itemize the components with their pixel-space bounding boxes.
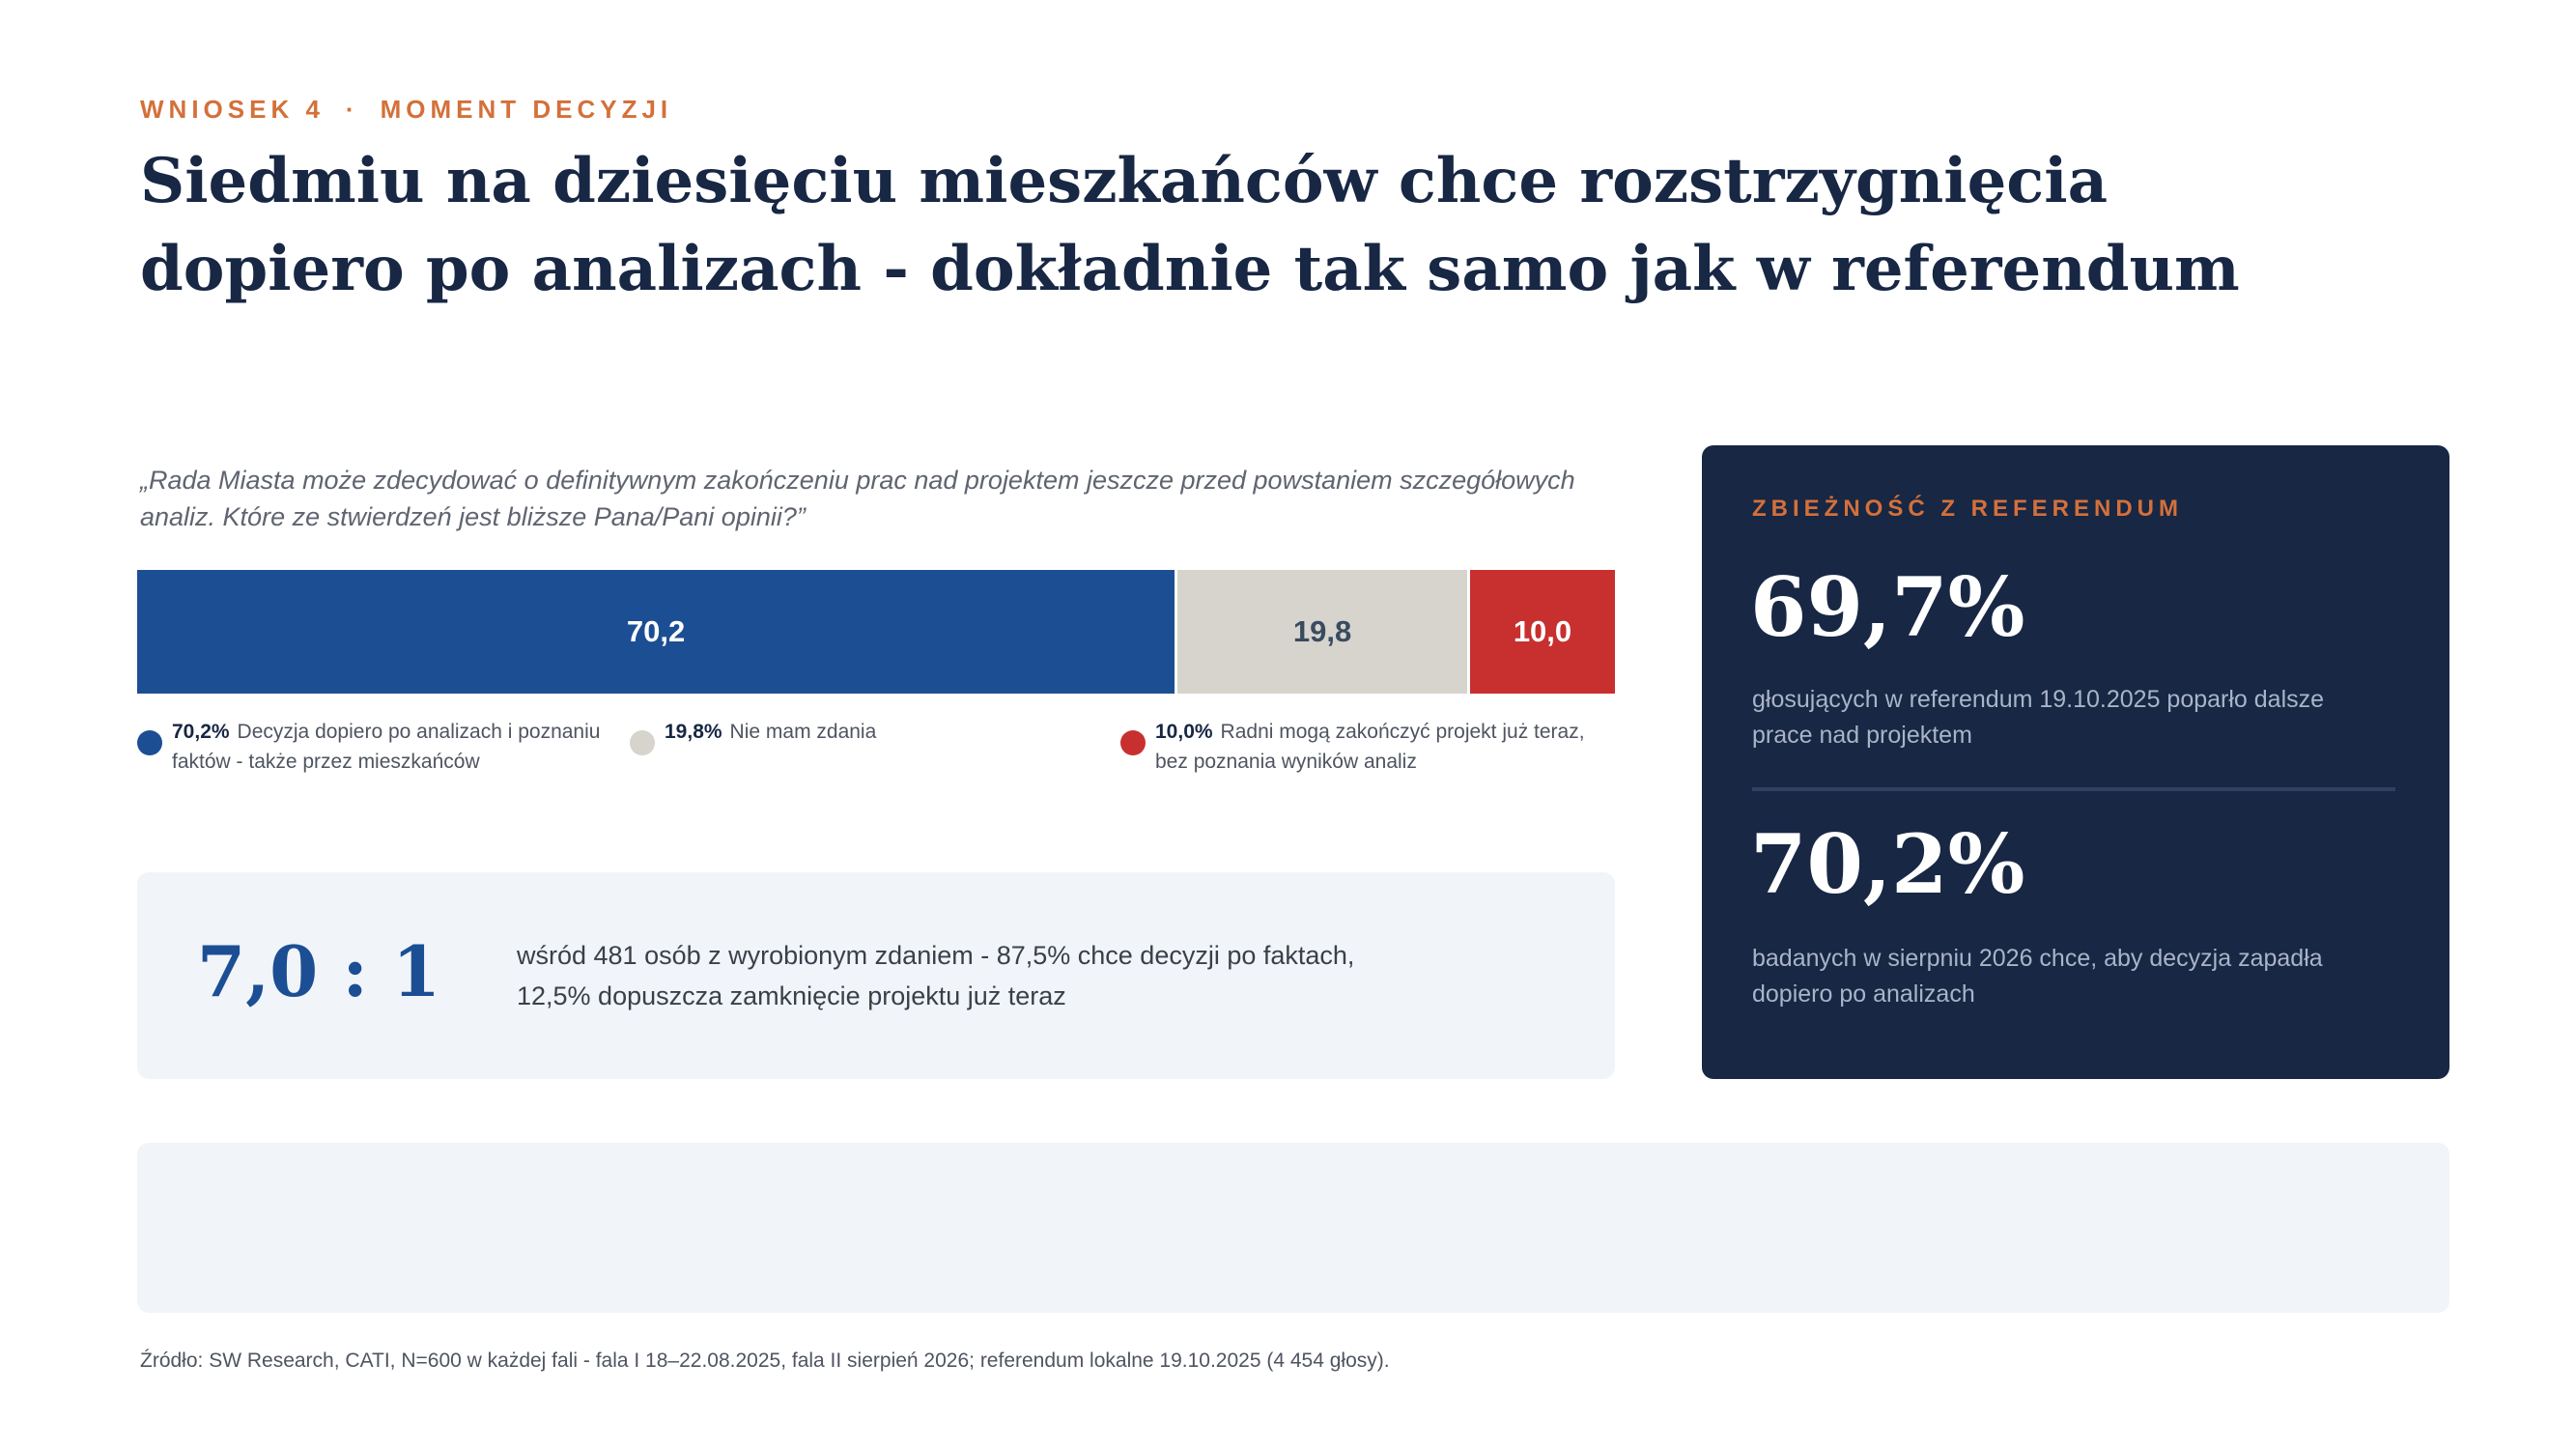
survey-stat-value: 70,2% [1750, 816, 2025, 912]
legend-value: 10,0% [1155, 721, 1213, 743]
empty-placeholder-card [137, 1143, 2449, 1313]
legend-value: 19,8% [665, 721, 722, 743]
legend-item: 10,0% Radni mogą zakończyć projekt już te… [1120, 717, 1603, 777]
survey-stat-description: badanych w sierpniu 2026 chce, aby decyz… [1752, 945, 2323, 1008]
section-eyebrow: WNIOSEK 4 · MOMENT DECYZJI [140, 95, 672, 125]
referendum-stat-value: 69,7% [1750, 559, 2025, 655]
bar-data-label: 10,0 [1513, 614, 1572, 648]
bar-segment-close-now: 10,0 [1466, 570, 1615, 694]
source-note: Źródło: SW Research, CATI, N=600 w każde… [140, 1350, 1390, 1372]
legend-item: 19,8% Nie mam zdania [630, 717, 1093, 755]
legend-label: 70,2% Decyzja dopiero po analizach i pozn… [172, 717, 620, 777]
eyebrow-separator: · [345, 95, 359, 124]
legend-category-text: Decyzja dopiero po analizach i poznaniu … [172, 721, 601, 773]
bar-segment-analysis-first: 70,2 [137, 570, 1175, 694]
legend-value: 70,2% [172, 721, 230, 743]
eyebrow-section-number: WNIOSEK 4 [140, 95, 325, 124]
ratio-card: 7,0 : 1 wśród 481 osób z wyrobionym zdan… [137, 872, 1615, 1079]
ratio-description: wśród 481 osób z wyrobionym zdaniem - 87… [517, 935, 1531, 1016]
panel-eyebrow: ZBIEŻNOŚĆ Z REFERENDUM [1752, 496, 2183, 522]
legend-color-dot [630, 730, 655, 755]
referendum-comparison-panel: ZBIEŻNOŚĆ Z REFERENDUM 69,7% głosujących… [1702, 445, 2449, 1079]
bar-data-label: 70,2 [626, 614, 686, 648]
ratio-description-line-1: wśród 481 osób z wyrobionym zdaniem - 87… [517, 941, 1355, 970]
legend-color-dot [137, 730, 162, 755]
eyebrow-section-name: MOMENT DECYZJI [380, 95, 673, 124]
page-title: Siedmiu na dziesięciu mieszkańców chce r… [140, 145, 2240, 305]
ratio-value: 7,0 : 1 [197, 930, 441, 1012]
legend-label: 19,8% Nie mam zdania [665, 717, 876, 747]
stacked-bar-chart: 70,2 19,8 10,0 [137, 570, 1615, 694]
legend-item: 70,2% Decyzja dopiero po analizach i pozn… [137, 717, 620, 777]
survey-question: „Rada Miasta może zdecydować o definityw… [140, 466, 1575, 531]
legend-label: 10,0% Radni mogą zakończyć projekt już te… [1155, 717, 1603, 777]
legend-category-text: Nie mam zdania [729, 721, 877, 743]
ratio-description-line-2: 12,5% dopuszcza zamknięcie projektu już … [517, 981, 1066, 1010]
legend-color-dot [1120, 730, 1146, 755]
referendum-stat-description: głosujących w referendum 19.10.2025 popa… [1752, 686, 2325, 749]
legend-category-text: Radni mogą zakończyć projekt już teraz, … [1155, 721, 1585, 773]
panel-divider [1752, 787, 2395, 791]
bar-segment-no-opinion: 19,8 [1175, 570, 1467, 694]
bar-data-label: 19,8 [1292, 614, 1352, 648]
